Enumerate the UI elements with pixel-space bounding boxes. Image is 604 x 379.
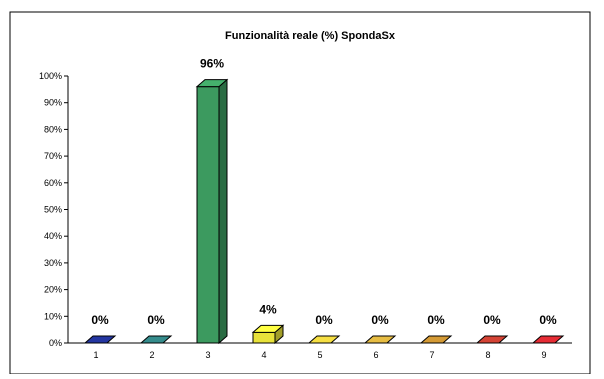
y-tick-label: 80% (44, 124, 62, 134)
y-tick-label: 100% (39, 71, 62, 81)
bar-top (419, 335, 453, 344)
bar-series (83, 78, 565, 345)
x-tick-label: 4 (261, 350, 266, 360)
bar (475, 335, 509, 344)
data-label: 0% (91, 313, 109, 327)
bar-top (475, 335, 509, 344)
bar-top (83, 335, 117, 344)
bar (251, 324, 285, 345)
x-tick-label: 6 (373, 350, 378, 360)
data-label: 0% (147, 313, 165, 327)
x-tick-label: 5 (317, 350, 322, 360)
y-tick-label: 30% (44, 258, 62, 268)
y-tick-label: 50% (44, 205, 62, 215)
data-label: 0% (315, 313, 333, 327)
bar (363, 335, 397, 344)
x-tick-label: 1 (93, 350, 98, 360)
chart-title: Funzionalità reale (%) SpondaSx (225, 30, 396, 42)
bar (139, 335, 173, 344)
data-label: 0% (483, 313, 501, 327)
x-tick-label: 7 (429, 350, 434, 360)
bar-side (218, 78, 228, 345)
bar (419, 335, 453, 344)
data-label: 0% (539, 313, 557, 327)
bar-top (363, 335, 397, 344)
bar-top (139, 335, 173, 344)
x-tick-label: 9 (541, 350, 546, 360)
bar (83, 335, 117, 344)
data-labels: 0% 0% 96% 4% 0% 0% 0% 0% 0% (91, 57, 557, 327)
data-label: 0% (371, 313, 389, 327)
x-axis-ticks: 1 2 3 4 5 6 7 8 9 (93, 350, 546, 360)
y-tick-label: 90% (44, 98, 62, 108)
bar-front (252, 331, 276, 344)
data-label: 96% (200, 57, 224, 71)
bar-top (195, 79, 229, 88)
bar (195, 78, 229, 345)
bar-top (251, 324, 285, 333)
y-tick-label: 0% (49, 338, 62, 348)
y-tick-label: 60% (44, 178, 62, 188)
y-tick-label: 10% (44, 311, 62, 321)
data-label: 0% (427, 313, 445, 327)
bar-top (307, 335, 341, 344)
x-tick-label: 2 (149, 350, 154, 360)
y-tick-label: 70% (44, 151, 62, 161)
y-tick-label: 40% (44, 231, 62, 241)
bar (531, 335, 565, 344)
bar-top (531, 335, 565, 344)
x-tick-label: 8 (485, 350, 490, 360)
data-label: 4% (259, 302, 277, 316)
bar-front (196, 86, 220, 344)
y-axis-ticks: 0% 10% 20% 30% 40% 50% 60% 70% 80% 90% 100% (39, 71, 68, 348)
y-tick-label: 20% (44, 285, 62, 295)
bar (307, 335, 341, 344)
x-tick-label: 3 (205, 350, 210, 360)
chart-area-border (9, 11, 591, 375)
